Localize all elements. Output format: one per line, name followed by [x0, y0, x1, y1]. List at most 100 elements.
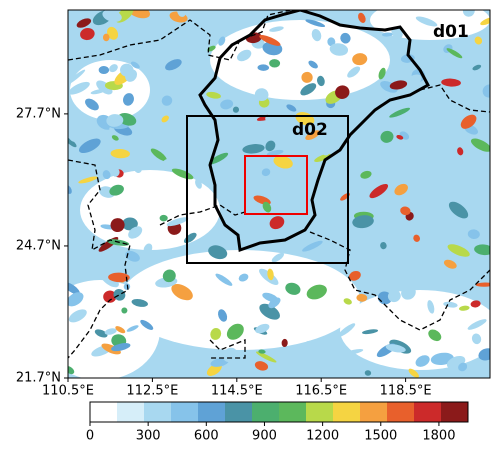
- colorbar: 0 300 600 900 1200 1500 1800: [86, 401, 469, 444]
- terrain-patch: [262, 292, 279, 303]
- terrain-patch: [80, 28, 95, 41]
- terrain-patch: [166, 217, 189, 227]
- terrain-patch: [106, 26, 119, 40]
- terrain-patch: [305, 130, 321, 140]
- terrain-patch: [254, 361, 269, 371]
- terrain-patch: [394, 183, 408, 196]
- terrain-patch: [387, 262, 407, 268]
- terrain-patch: [366, 123, 382, 132]
- border-dashed: [68, 10, 294, 61]
- terrain-patch: [301, 71, 313, 83]
- terrain-patch: [471, 172, 490, 188]
- terrain-patch: [208, 245, 228, 260]
- terrain-patch: [165, 59, 182, 71]
- terrain-patch: [161, 115, 169, 123]
- colorbar-bin: [117, 402, 145, 422]
- colorbar-tick-label: 1800: [422, 429, 455, 444]
- terrain-patch: [165, 39, 186, 54]
- terrain-patch: [126, 325, 139, 332]
- terrain-patch: [232, 106, 240, 113]
- domain-label: d02: [292, 120, 328, 140]
- terrain-patch: [242, 144, 265, 154]
- terrain-patch: [329, 43, 349, 56]
- terrain-patch: [400, 206, 411, 216]
- terrain-patch: [474, 70, 484, 81]
- terrain-patch: [352, 53, 368, 66]
- terrain-patch: [443, 259, 457, 269]
- terrain-patch: [197, 15, 218, 25]
- colorbar-bin: [90, 402, 118, 422]
- terrain-patch: [317, 75, 325, 87]
- terrain-patch: [403, 74, 422, 89]
- terrain-patch: [104, 328, 117, 335]
- terrain-patch: [106, 114, 124, 127]
- terrain-patch: [123, 93, 134, 106]
- terrain-patch: [393, 266, 410, 274]
- terrain-patch: [109, 64, 118, 73]
- terrain-patch: [458, 305, 470, 311]
- terrain-patch: [112, 168, 120, 177]
- terrain-patch: [470, 300, 481, 308]
- colorbar-bin: [198, 402, 226, 422]
- terrain-patch: [441, 101, 451, 113]
- terrain-patch: [220, 193, 231, 203]
- domain-label: d01: [433, 22, 469, 42]
- colorbar-bin: [306, 402, 334, 422]
- terrain-patch: [344, 349, 364, 355]
- boundaries: [68, 10, 490, 359]
- terrain-patch: [437, 134, 448, 140]
- terrain-patch: [382, 236, 403, 251]
- x-tick-label: 116.5°E: [295, 384, 347, 399]
- lowland: [120, 250, 360, 350]
- y-tick-label: 24.7°N: [16, 238, 61, 253]
- terrain-patch: [285, 282, 301, 295]
- terrain-patch: [300, 83, 317, 96]
- terrain-patch: [441, 78, 461, 87]
- terrain-patch: [415, 16, 438, 27]
- terrain-patch: [68, 309, 87, 323]
- terrain-patch: [462, 10, 475, 17]
- terrain-patch: [305, 19, 326, 28]
- terrain-patch: [220, 99, 234, 110]
- terrain-patch: [255, 323, 270, 334]
- terrain-patch: [262, 201, 272, 213]
- terrain-patch: [267, 268, 274, 281]
- terrain-patch: [143, 243, 153, 254]
- colorbar-tick-label: 900: [252, 429, 277, 444]
- terrain-patch: [171, 168, 194, 180]
- terrain-patch: [385, 344, 406, 353]
- terrain-patch: [458, 362, 468, 372]
- terrain-patch: [447, 244, 470, 257]
- terrain-patch: [413, 234, 420, 242]
- terrain-patch: [163, 158, 181, 170]
- terrain-patch: [352, 215, 374, 229]
- terrain-patch: [381, 32, 394, 37]
- terrain-patch: [389, 107, 411, 118]
- colorbar-bin: [279, 402, 307, 422]
- terrain-patch: [261, 168, 271, 177]
- terrain-patch: [110, 148, 130, 159]
- terrain-patch: [347, 66, 361, 78]
- terrain-patch: [330, 349, 349, 362]
- terrain-patch: [110, 218, 125, 233]
- terrain-patch: [396, 134, 404, 140]
- terrain-patch: [98, 66, 110, 75]
- terrain-patch: [306, 284, 327, 300]
- terrain-patch: [195, 178, 202, 189]
- terrain-patch: [408, 368, 419, 378]
- terrain-patch: [68, 282, 80, 295]
- colorbar-bin: [333, 402, 361, 422]
- lowland: [340, 290, 490, 370]
- terrain-patch: [415, 355, 430, 367]
- terrain-patch: [125, 250, 140, 262]
- terrain-patch: [302, 240, 323, 252]
- colorbar-tick-label: 300: [136, 429, 161, 444]
- terrain-patch: [68, 292, 84, 307]
- terrain-patch: [171, 284, 193, 301]
- terrain-patch: [215, 273, 233, 286]
- terrain-patch: [95, 44, 105, 57]
- terrain-patch: [258, 349, 266, 354]
- terrain-patch: [78, 176, 98, 184]
- terrain-patch: [226, 323, 244, 340]
- terrain-patch: [210, 327, 222, 340]
